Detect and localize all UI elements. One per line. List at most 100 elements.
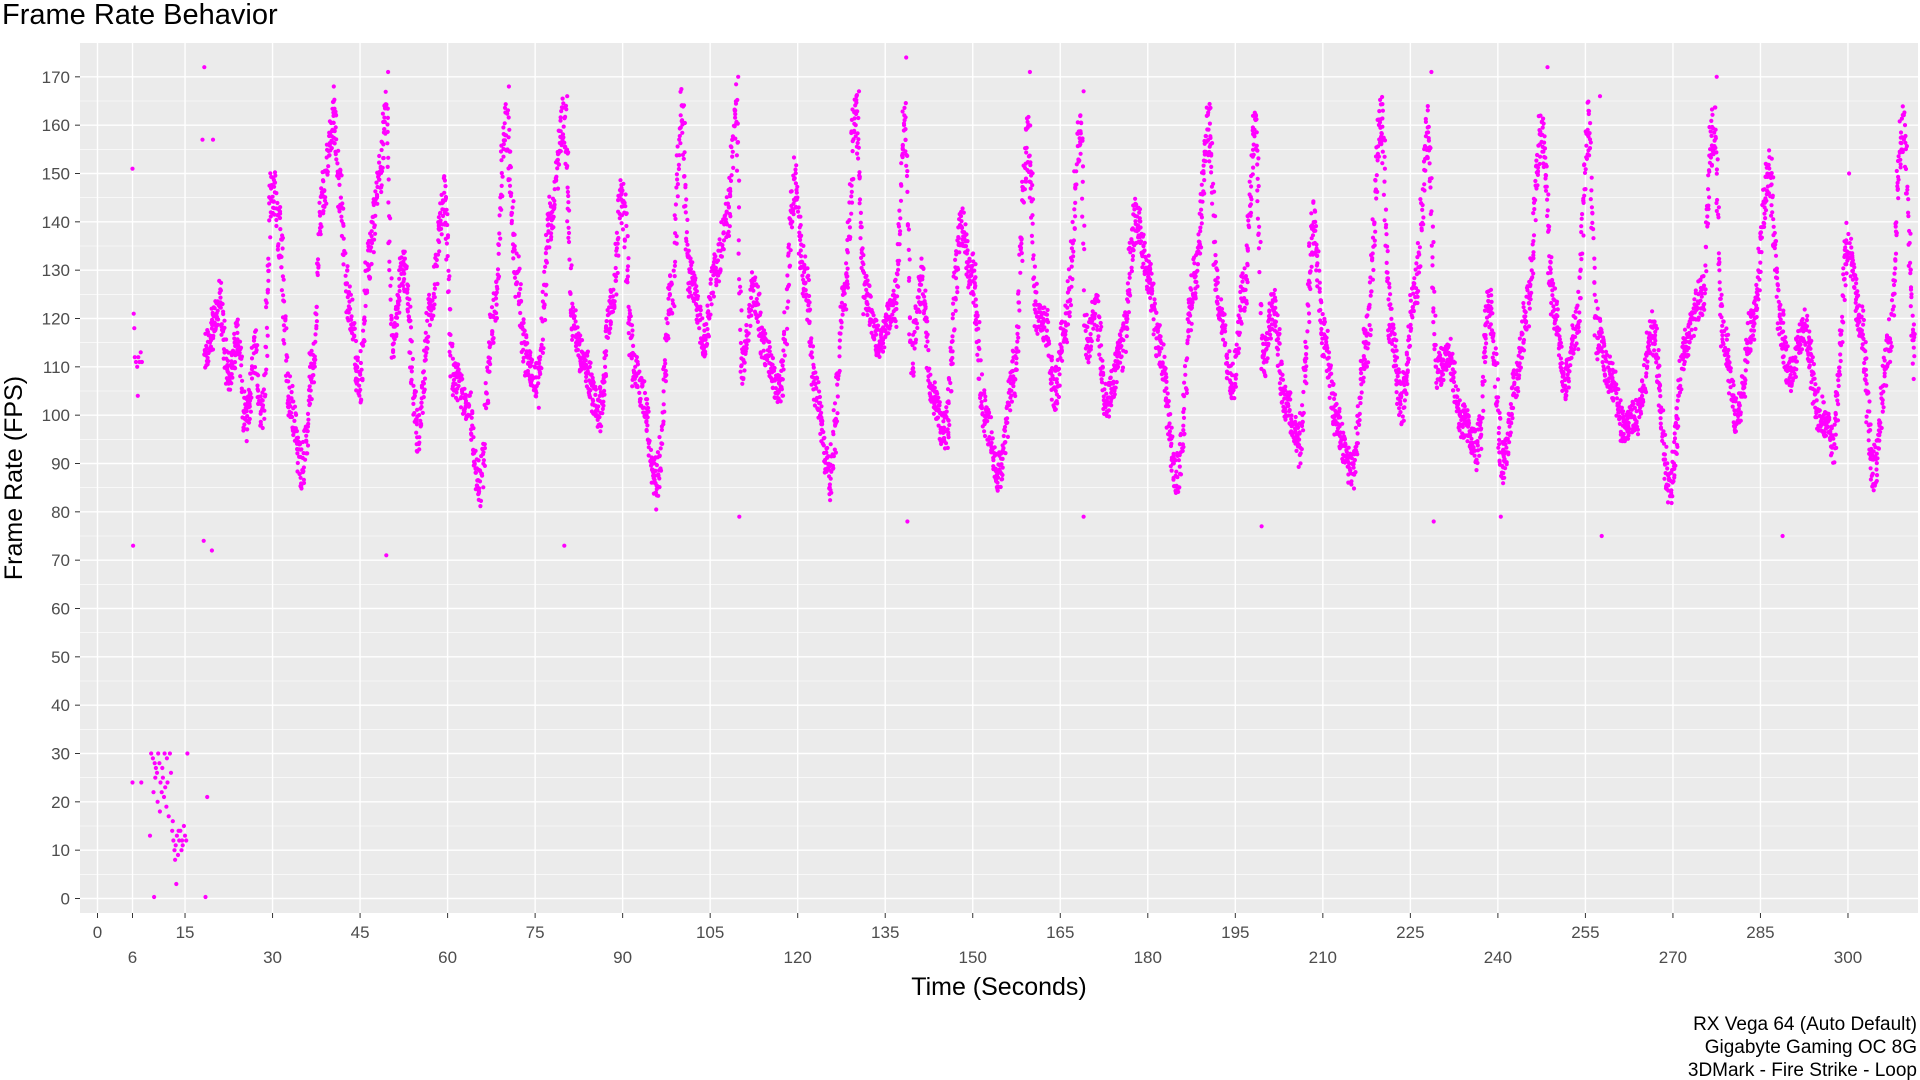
data-point bbox=[1137, 210, 1142, 215]
data-point bbox=[1198, 225, 1203, 230]
data-point bbox=[949, 389, 954, 394]
data-point bbox=[179, 848, 184, 853]
data-point bbox=[437, 239, 442, 245]
data-point bbox=[379, 189, 384, 195]
data-point bbox=[907, 315, 913, 320]
data-point bbox=[158, 780, 163, 785]
data-point bbox=[1340, 421, 1345, 426]
data-point bbox=[569, 263, 574, 268]
data-point bbox=[280, 246, 285, 251]
data-point bbox=[397, 288, 402, 294]
data-point bbox=[857, 173, 862, 178]
data-point bbox=[1313, 224, 1319, 229]
data-point bbox=[1240, 271, 1245, 276]
data-point bbox=[690, 260, 695, 265]
data-point bbox=[230, 375, 235, 380]
data-point bbox=[734, 168, 740, 173]
data-point bbox=[1303, 344, 1308, 350]
data-point bbox=[1326, 350, 1332, 355]
data-point bbox=[803, 254, 808, 259]
data-point bbox=[1254, 130, 1259, 135]
data-point bbox=[583, 379, 589, 384]
data-point bbox=[345, 268, 350, 273]
data-point bbox=[447, 349, 452, 354]
data-point bbox=[727, 224, 732, 229]
data-point bbox=[986, 407, 991, 412]
data-point bbox=[1091, 326, 1096, 331]
data-point bbox=[591, 380, 596, 385]
data-point bbox=[1306, 278, 1311, 283]
data-point bbox=[321, 211, 326, 216]
data-point bbox=[295, 460, 300, 466]
data-point bbox=[1188, 313, 1193, 318]
data-point bbox=[1074, 182, 1079, 187]
data-point bbox=[1059, 350, 1064, 355]
data-point bbox=[278, 211, 283, 216]
data-point bbox=[1000, 472, 1005, 478]
data-point bbox=[625, 280, 630, 285]
data-point bbox=[149, 751, 154, 756]
data-point bbox=[362, 339, 367, 344]
data-point bbox=[1142, 248, 1147, 253]
data-point bbox=[319, 224, 324, 229]
data-point bbox=[304, 439, 309, 444]
data-point bbox=[596, 404, 601, 409]
data-point bbox=[507, 127, 512, 132]
data-point bbox=[469, 415, 474, 420]
data-point bbox=[232, 366, 237, 371]
data-point bbox=[750, 281, 755, 286]
data-point bbox=[978, 358, 983, 363]
data-point bbox=[855, 151, 860, 156]
data-point bbox=[264, 325, 269, 330]
data-point bbox=[454, 390, 459, 395]
data-point bbox=[733, 112, 738, 117]
data-point bbox=[1148, 261, 1153, 267]
data-point bbox=[603, 329, 608, 334]
data-point bbox=[948, 380, 953, 386]
data-point bbox=[1041, 319, 1046, 324]
data-point bbox=[414, 430, 419, 435]
data-point bbox=[1177, 485, 1182, 490]
data-point bbox=[807, 293, 812, 299]
data-point bbox=[1180, 448, 1185, 454]
data-point bbox=[167, 751, 172, 756]
data-point bbox=[247, 404, 252, 409]
data-point bbox=[734, 153, 740, 158]
data-point bbox=[397, 276, 402, 281]
data-point bbox=[1017, 308, 1022, 313]
data-point bbox=[1325, 346, 1330, 351]
data-point bbox=[1164, 396, 1169, 401]
data-point bbox=[974, 322, 979, 327]
data-point bbox=[1210, 141, 1215, 146]
data-point bbox=[646, 409, 651, 414]
data-point bbox=[1018, 235, 1024, 240]
data-point bbox=[565, 189, 571, 195]
data-point bbox=[817, 389, 822, 394]
data-point bbox=[1332, 396, 1337, 401]
data-point bbox=[1169, 436, 1174, 441]
data-point bbox=[784, 342, 790, 347]
data-point bbox=[157, 761, 162, 766]
data-point bbox=[135, 393, 140, 398]
data-point bbox=[672, 263, 678, 268]
data-point bbox=[201, 538, 206, 543]
data-point bbox=[1045, 307, 1050, 313]
data-point bbox=[306, 421, 311, 426]
data-point bbox=[1240, 279, 1245, 284]
data-point bbox=[1239, 321, 1244, 326]
data-point bbox=[1322, 316, 1327, 321]
data-point bbox=[680, 130, 685, 135]
data-point bbox=[1325, 328, 1330, 333]
data-point bbox=[1016, 325, 1021, 330]
data-point bbox=[1035, 310, 1040, 315]
data-point bbox=[1293, 429, 1298, 434]
data-point bbox=[584, 374, 589, 379]
data-point bbox=[518, 282, 523, 287]
data-point bbox=[728, 186, 733, 191]
data-point bbox=[1123, 349, 1128, 354]
data-point bbox=[825, 445, 830, 451]
data-point bbox=[835, 411, 840, 416]
data-point bbox=[964, 232, 969, 237]
data-point bbox=[1273, 319, 1279, 324]
data-point bbox=[180, 838, 185, 843]
